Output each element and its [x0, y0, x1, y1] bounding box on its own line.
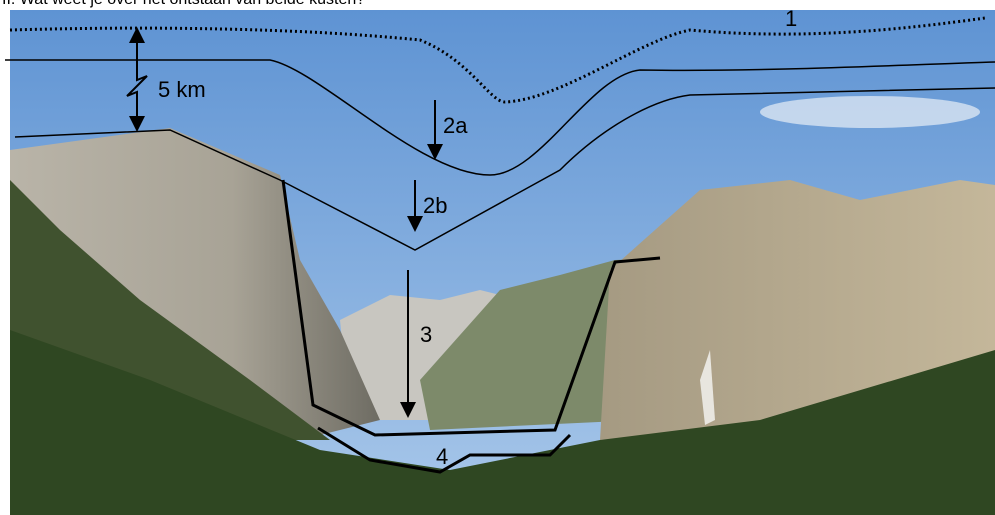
label-distance: 5 km — [158, 77, 206, 102]
label-2a: 2a — [443, 113, 468, 138]
label-1: 1 — [785, 6, 797, 31]
label-4: 4 — [436, 444, 448, 469]
label-3: 3 — [420, 322, 432, 347]
annotated-photo: 1 5 km 2a 2b 3 4 — [0, 0, 995, 515]
label-2b: 2b — [423, 193, 447, 218]
page: II. Wat weet je over het ontstaan van be… — [0, 0, 995, 515]
